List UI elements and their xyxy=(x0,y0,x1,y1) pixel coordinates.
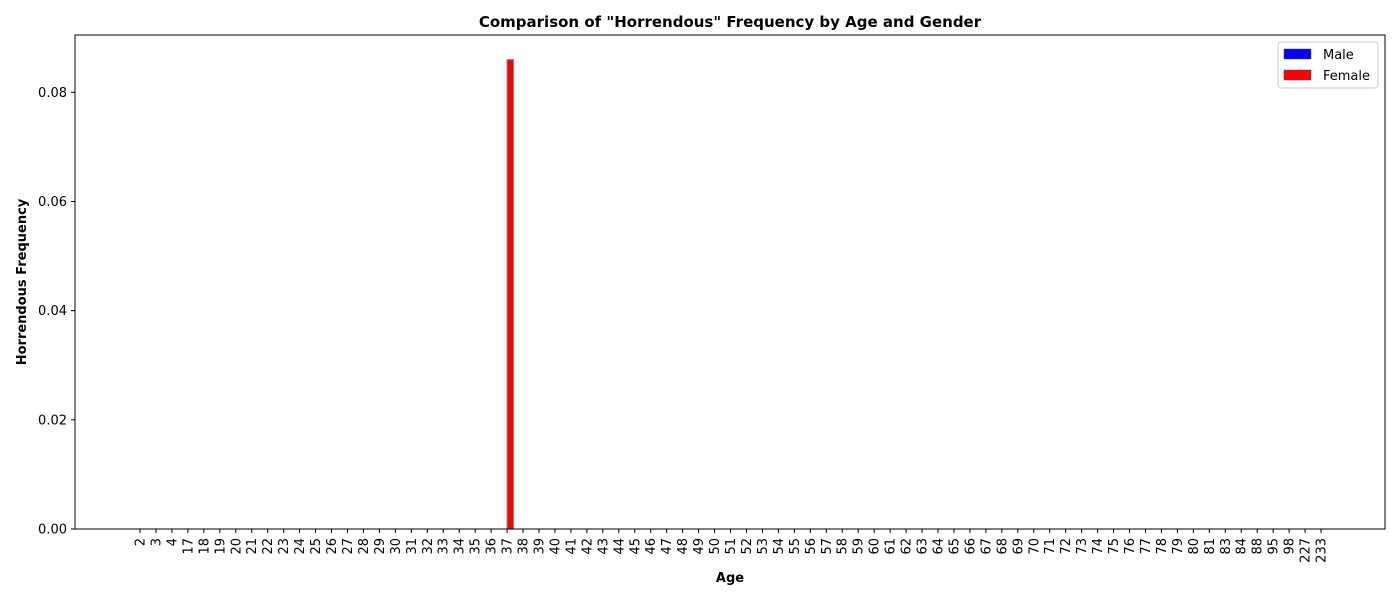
x-tick-label: 78 xyxy=(1155,538,1170,555)
x-tick-label: 74 xyxy=(1091,538,1106,555)
x-tick-label: 41 xyxy=(564,538,579,555)
x-tick-label: 53 xyxy=(756,538,771,555)
x-tick-label: 95 xyxy=(1267,538,1282,555)
x-tick-label: 22 xyxy=(261,538,276,555)
legend-label-female: Female xyxy=(1323,69,1370,84)
x-tick-label: 39 xyxy=(533,538,548,555)
legend-label-male: Male xyxy=(1323,48,1354,63)
x-tick-label: 42 xyxy=(580,538,595,555)
chart-title: Comparison of "Horrendous" Frequency by … xyxy=(479,13,982,31)
x-tick-label: 69 xyxy=(1011,538,1026,555)
x-tick-label: 52 xyxy=(740,538,755,555)
x-tick-label: 61 xyxy=(884,538,899,555)
x-tick-label: 73 xyxy=(1075,538,1090,555)
x-tick-label: 70 xyxy=(1027,538,1042,555)
x-tick-label: 3 xyxy=(149,538,164,546)
y-axis: 0.00 0.02 0.04 0.06 0.08 xyxy=(38,86,75,538)
x-tick-label: 38 xyxy=(517,538,532,555)
x-tick-label: 64 xyxy=(932,538,947,555)
x-tick-label: 80 xyxy=(1187,538,1202,555)
x-tick-label: 63 xyxy=(916,538,931,555)
x-tick-label: 65 xyxy=(947,538,962,555)
legend-swatch-male xyxy=(1283,48,1312,60)
x-tick-label: 31 xyxy=(405,538,420,555)
x-tick-label: 46 xyxy=(644,538,659,555)
x-tick-label: 36 xyxy=(485,538,500,555)
x-tick-label: 2 xyxy=(134,538,149,546)
x-tick-label: 19 xyxy=(213,538,228,555)
plot-frame xyxy=(74,34,1386,530)
x-tick-label: 68 xyxy=(995,538,1010,555)
x-tick-label: 81 xyxy=(1203,538,1218,555)
x-tick-label: 72 xyxy=(1059,538,1074,555)
x-axis: 2 3 4 17 18 19 20 21 22 23 24 25 26 27 28 29 30 31 32 33 34 3… xyxy=(134,529,1330,563)
x-tick-label: 44 xyxy=(612,538,627,555)
bars-group xyxy=(506,59,514,530)
x-tick-label: 37 xyxy=(501,538,516,555)
x-tick-label: 54 xyxy=(772,538,787,555)
x-tick-label: 51 xyxy=(724,538,739,555)
x-tick-label: 32 xyxy=(421,538,436,555)
x-tick-label: 62 xyxy=(900,538,915,555)
x-tick-label: 77 xyxy=(1139,538,1154,555)
x-tick-label: 34 xyxy=(453,538,468,555)
x-tick-label: 55 xyxy=(788,538,803,555)
x-tick-label: 84 xyxy=(1235,538,1250,555)
x-tick-label: 33 xyxy=(437,538,452,555)
x-tick-label: 28 xyxy=(357,538,372,555)
x-tick-label: 76 xyxy=(1123,538,1138,555)
x-tick-label: 18 xyxy=(197,538,212,555)
x-tick-label: 25 xyxy=(309,538,324,555)
x-tick-label: 71 xyxy=(1043,538,1058,555)
x-tick-label: 66 xyxy=(963,538,978,555)
x-tick-label: 26 xyxy=(325,538,340,555)
x-tick-label: 67 xyxy=(979,538,994,555)
x-tick-label: 47 xyxy=(660,538,675,555)
x-tick-label: 58 xyxy=(836,538,851,555)
x-tick-label: 23 xyxy=(277,538,292,555)
x-tick-label: 17 xyxy=(181,538,196,555)
bar-female-37 xyxy=(506,59,514,530)
x-tick-label: 75 xyxy=(1107,538,1122,555)
x-tick-label: 49 xyxy=(692,538,707,555)
x-tick-label: 45 xyxy=(628,538,643,555)
x-tick-label: 79 xyxy=(1171,538,1186,555)
x-tick-label: 27 xyxy=(341,538,356,555)
x-tick-label: 83 xyxy=(1219,538,1234,555)
x-axis-label: Age xyxy=(716,571,744,586)
x-tick-label: 35 xyxy=(469,538,484,555)
y-tick-label: 0.02 xyxy=(38,413,67,428)
y-axis-label: Horrendous Frequency xyxy=(15,198,30,365)
y-tick-label: 0.06 xyxy=(38,195,67,210)
x-tick-label: 29 xyxy=(373,538,388,555)
x-tick-label: 43 xyxy=(596,538,611,555)
x-tick-label: 24 xyxy=(293,538,308,555)
x-tick-label: 48 xyxy=(676,538,691,555)
x-tick-label: 60 xyxy=(868,538,883,555)
x-tick-label: 233 xyxy=(1315,538,1330,563)
x-tick-label: 56 xyxy=(804,538,819,555)
legend-swatch-female xyxy=(1283,69,1312,81)
x-tick-label: 59 xyxy=(852,538,867,555)
x-tick-label: 40 xyxy=(548,538,563,555)
x-tick-label: 20 xyxy=(229,538,244,555)
x-tick-label: 30 xyxy=(389,538,404,555)
plot-area xyxy=(74,34,1386,530)
y-tick-label: 0.04 xyxy=(38,304,67,319)
x-tick-label: 88 xyxy=(1251,538,1266,555)
legend: Male Female xyxy=(1277,41,1379,89)
x-tick-label: 21 xyxy=(245,538,260,555)
y-tick-label: 0.08 xyxy=(38,86,67,101)
x-tick-label: 57 xyxy=(820,538,835,555)
x-tick-label: 98 xyxy=(1283,538,1298,555)
y-tick-label: 0.00 xyxy=(38,523,67,538)
x-tick-label: 50 xyxy=(708,538,723,555)
x-tick-label: 227 xyxy=(1299,538,1314,563)
x-tick-label: 4 xyxy=(165,538,180,546)
